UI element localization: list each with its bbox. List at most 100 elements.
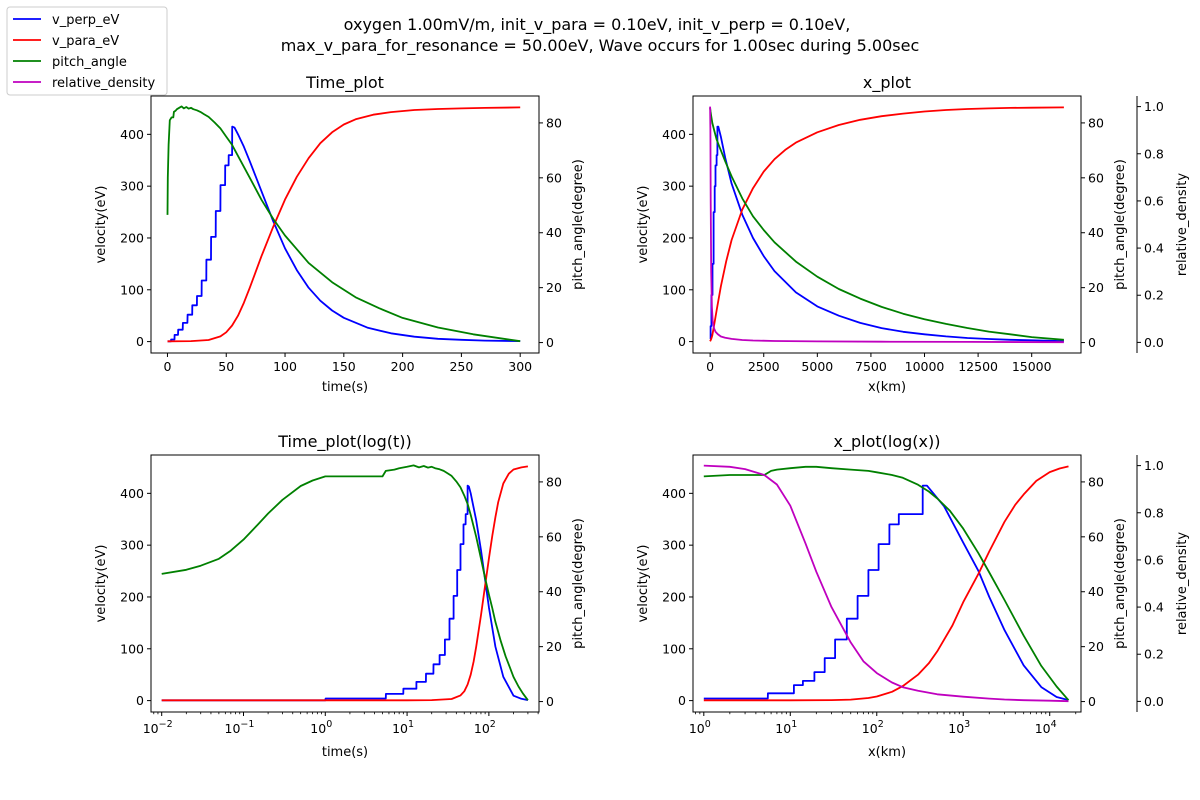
subplot-panels: 0 50 100 150 200 250 3000100200300400020406080… <box>94 73 1190 760</box>
x-tick-base: 10 <box>310 721 326 736</box>
x-tick-base: 10 <box>689 721 705 736</box>
y-tick-label: 100 <box>120 282 144 297</box>
x-tick-label: 15000 <box>1012 359 1052 374</box>
y-tick-label: 0 <box>678 693 686 708</box>
y3-tick-label: 0.4 <box>1144 241 1164 256</box>
x-axis-label: x(km) <box>868 380 906 395</box>
y2-tick-label: 80 <box>1088 474 1104 489</box>
x-tick-exponent: 3 <box>964 719 970 730</box>
x-tick-base: 10 <box>225 721 241 736</box>
x-tick-label: 150 <box>332 359 356 374</box>
legend-label-relative-density: relative_density <box>52 76 156 91</box>
x-tick-base: 10 <box>862 721 878 736</box>
y2-tick-label: 40 <box>546 584 562 599</box>
y3-tick-label: 0.8 <box>1144 146 1164 161</box>
x-tick-label: 10−2 <box>143 719 173 736</box>
y-tick-label: 400 <box>662 486 686 501</box>
x-tick-base: 10 <box>775 721 791 736</box>
y2-tick-label: 0 <box>1088 694 1096 709</box>
x-tick-exponent: 0 <box>705 719 711 730</box>
y2-tick-label: 60 <box>1088 529 1104 544</box>
x-tick-label: 200 <box>391 359 415 374</box>
x-tick-label: 0 <box>163 359 171 374</box>
x-tick-label: 50 <box>218 359 234 374</box>
x-axis-label: time(s) <box>322 745 368 760</box>
y-tick-label: 0 <box>678 334 686 349</box>
axes-frame <box>692 454 1082 713</box>
series-line-v-perp <box>703 484 1069 701</box>
y3-tick-label: 0.2 <box>1144 288 1164 303</box>
axes-frame <box>692 95 1082 354</box>
y3-tick-label: 0.0 <box>1144 335 1164 350</box>
y-axis-label: velocity(eV) <box>636 186 651 264</box>
y-tick-label: 0 <box>136 334 144 349</box>
y-tick-label: 400 <box>662 127 686 142</box>
y-tick-label: 300 <box>662 179 686 194</box>
series-line-v-para <box>167 106 521 343</box>
y2-tick-label: 40 <box>1088 584 1104 599</box>
x-tick-base: 10 <box>1035 721 1051 736</box>
legend-label-v-para: v_para_eV <box>52 34 119 49</box>
y2-tick-label: 40 <box>1088 225 1104 240</box>
x-tick-exponent: 4 <box>1051 719 1057 730</box>
y-tick-label: 300 <box>120 179 144 194</box>
series-line-density <box>703 464 1069 703</box>
series-line-v-para <box>709 106 1064 342</box>
y2-tick-label: 20 <box>546 280 562 295</box>
y2-tick-label: 60 <box>546 170 562 185</box>
y-tick-label: 400 <box>120 486 144 501</box>
y-tick-label: 300 <box>662 538 686 553</box>
y2-tick-label: 0 <box>546 335 554 350</box>
figure-suptitle-line1: oxygen 1.00mV/m, init_v_para = 0.10eV, i… <box>344 15 851 35</box>
y2-tick-label: 60 <box>546 529 562 544</box>
y3-axis-label: relative_density <box>1175 173 1190 277</box>
x-tick-label: 0 <box>706 359 714 374</box>
y3-tick-label: 0.4 <box>1144 600 1164 615</box>
subplot-4: 100 101 102 103 10401002003004000204060800.0… <box>636 432 1190 760</box>
x-tick-exponent: 1 <box>408 719 414 730</box>
y3-tick-label: 0.6 <box>1144 552 1164 567</box>
subplot-title: x_plot <box>863 73 911 93</box>
x-tick-label: 101 <box>775 719 797 736</box>
y2-tick-label: 20 <box>1088 639 1104 654</box>
subplot-title: Time_plot <box>305 73 384 93</box>
x-tick-label: 100 <box>273 359 297 374</box>
y2-tick-label: 60 <box>1088 170 1104 185</box>
y2-axis-label: pitch_angle(degree) <box>1113 518 1128 649</box>
x-tick-label: 7500 <box>855 359 887 374</box>
subplot-2: 0 2500 5000 7500 10000 12500 15000010020030040… <box>636 73 1190 395</box>
plot-lines <box>709 106 1064 344</box>
series-line-v-perp <box>709 125 1064 342</box>
subplot-1: 0 50 100 150 200 250 300 0 100 200 300 400 0 20 40 60 80… <box>94 73 586 395</box>
series-line-pitch <box>709 107 1064 341</box>
y3-tick-label: 1.0 <box>1144 458 1164 473</box>
x-tick-label: 100 <box>689 719 711 736</box>
series-line-v-para <box>703 465 1069 702</box>
y2-tick-label: 40 <box>546 225 562 240</box>
axes-frame <box>150 454 540 713</box>
y-tick-label: 200 <box>662 230 686 245</box>
axes-frame <box>150 95 540 354</box>
series-line-v-perp <box>167 125 521 343</box>
x-tick-base: 10 <box>143 721 159 736</box>
y2-axis-label: pitch_angle(degree) <box>1113 159 1128 290</box>
y-tick-label: 100 <box>662 641 686 656</box>
x-tick-label: 101 <box>392 719 414 736</box>
y3-tick-label: 0.0 <box>1144 694 1164 709</box>
y-tick-label: 0 <box>136 693 144 708</box>
y2-tick-label: 0 <box>546 694 554 709</box>
x-tick-exponent: 2 <box>878 719 884 730</box>
series-line-pitch <box>166 105 521 343</box>
x-axis-label: time(s) <box>322 380 368 395</box>
y-tick-label: 300 <box>120 538 144 553</box>
series-line-v-perp <box>161 484 529 702</box>
x-tick-label: 103 <box>948 719 970 736</box>
y2-tick-label: 80 <box>546 115 562 130</box>
y2-tick-label: 0 <box>1088 335 1096 350</box>
x-tick-label: 250 <box>449 359 473 374</box>
x-tick-label: 300 <box>508 359 532 374</box>
y3-tick-label: 0.2 <box>1144 647 1164 662</box>
subplot-title: x_plot(log(x)) <box>834 432 941 452</box>
series-line-pitch <box>703 465 1070 701</box>
